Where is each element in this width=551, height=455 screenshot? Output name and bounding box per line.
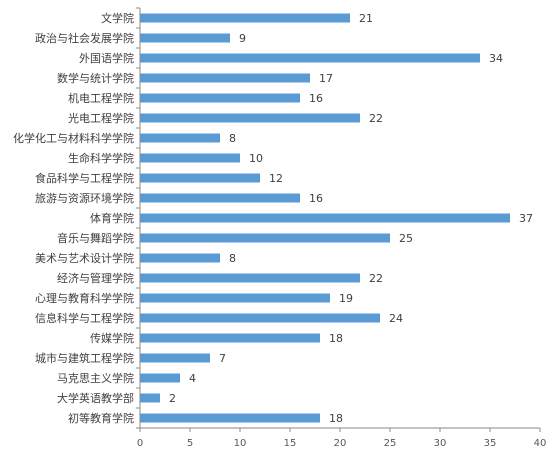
category-label: 大学英语教学部 (57, 391, 134, 405)
category-label: 体育学院 (90, 211, 134, 225)
category-label: 初等教育学院 (68, 411, 134, 425)
value-label: 22 (369, 272, 383, 285)
value-label: 21 (359, 12, 373, 25)
category-label: 生命科学学院 (68, 151, 134, 165)
category-label: 马克思主义学院 (57, 371, 134, 385)
bar-18 (140, 353, 210, 363)
x-tick-label: 25 (384, 438, 397, 449)
category-label: 心理与教育科学学院 (35, 291, 134, 305)
bar-20 (140, 393, 160, 403)
x-tick-label: 35 (484, 438, 497, 449)
value-label: 9 (239, 32, 246, 45)
x-tick-label: 5 (187, 438, 193, 449)
x-tick-label: 15 (284, 438, 297, 449)
value-label: 2 (169, 392, 176, 405)
value-label: 25 (399, 232, 413, 245)
value-label: 18 (329, 332, 343, 345)
bar-15 (140, 293, 330, 303)
value-label: 24 (389, 312, 403, 325)
bar-4 (140, 73, 310, 83)
category-label: 经济与管理学院 (57, 271, 134, 285)
bar-19 (140, 373, 180, 383)
category-label: 数学与统计学院 (57, 71, 134, 85)
value-label: 34 (489, 52, 503, 65)
x-tick-label: 0 (137, 438, 143, 449)
bar-1 (140, 13, 350, 23)
category-label: 政治与社会发展学院 (35, 31, 134, 45)
bar-12 (140, 233, 390, 243)
bar-17 (140, 333, 320, 343)
value-label: 16 (309, 192, 323, 205)
category-label: 机电工程学院 (68, 91, 134, 105)
value-labels: 21 9 34 17 16 22 8 10 12 16 37 25 8 22 19 24 18 7 42 18 (169, 12, 533, 425)
category-label: 化学化工与材料科学学院 (13, 131, 134, 145)
value-label: 10 (249, 152, 263, 165)
x-tick-label: 40 (534, 438, 547, 449)
bar-2 (140, 33, 230, 43)
bar-10 (140, 193, 300, 203)
bars-layer (140, 13, 510, 423)
category-label: 外国语学院 (79, 51, 134, 65)
category-labels: 文学院政治与社会发展学院外国语学院数学与统计学院机电工程学院光电工程学院化学化工… (13, 11, 134, 425)
bar-7 (140, 133, 220, 143)
category-label: 音乐与舞蹈学院 (57, 231, 134, 245)
value-label: 37 (519, 212, 533, 225)
category-label: 城市与建筑工程学院 (35, 351, 134, 365)
category-label: 信息科学与工程学院 (35, 311, 134, 325)
value-label: 18 (329, 412, 343, 425)
x-tick-label: 30 (434, 438, 447, 449)
bar-8 (140, 153, 240, 163)
value-label: 8 (229, 132, 236, 145)
bar-14 (140, 273, 360, 283)
category-label: 传媒学院 (90, 331, 134, 345)
x-tick-label: 10 (234, 438, 247, 449)
value-label: 16 (309, 92, 323, 105)
bar-9 (140, 173, 260, 183)
value-label: 7 (219, 352, 226, 365)
category-label: 文学院 (101, 11, 134, 25)
value-label: 4 (189, 372, 196, 385)
bar-5 (140, 93, 300, 103)
x-tick-label: 20 (334, 438, 347, 449)
bar-13 (140, 253, 220, 263)
bar-16 (140, 313, 380, 323)
value-label: 8 (229, 252, 236, 265)
category-label: 美术与艺术设计学院 (35, 251, 134, 265)
axes: 0 5 10 15 20 25 30 35 40 (136, 7, 547, 449)
bar-21 (140, 413, 320, 423)
bar-6 (140, 113, 360, 123)
value-label: 19 (339, 292, 353, 305)
category-label: 食品科学与工程学院 (35, 171, 134, 185)
bar-3 (140, 53, 480, 63)
category-label: 光电工程学院 (68, 111, 134, 125)
category-label: 旅游与资源环境学院 (35, 191, 134, 205)
value-label: 22 (369, 112, 383, 125)
bar-11 (140, 213, 510, 223)
value-label: 17 (319, 72, 333, 85)
value-label: 12 (269, 172, 283, 185)
